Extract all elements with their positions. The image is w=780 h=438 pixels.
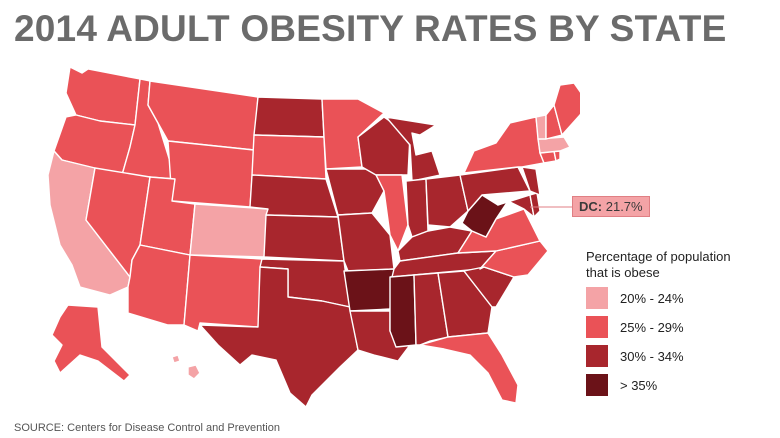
state-new-jersey[interactable] — [521, 166, 541, 196]
dc-value: 21.7% — [605, 199, 643, 214]
legend-item-20-24: 20% - 24% — [586, 287, 684, 309]
state-wyoming[interactable] — [167, 140, 255, 208]
legend-swatch — [586, 374, 608, 396]
dc-callout: DC: 21.7% — [572, 196, 650, 217]
map-title: 2014 ADULT OBESITY RATES BY STATE — [14, 8, 727, 49]
legend-title-line2: that is obese — [586, 265, 660, 280]
state-vermont[interactable] — [535, 114, 547, 140]
legend-item-35-plus: > 35% — [586, 374, 657, 396]
legend: Percentage of population that is obese 2… — [586, 249, 766, 396]
state-kansas[interactable] — [263, 214, 345, 262]
state-delaware[interactable] — [529, 192, 541, 218]
state-massachusetts[interactable] — [537, 136, 571, 154]
legend-swatch — [586, 316, 608, 338]
legend-label: 30% - 34% — [620, 348, 684, 364]
legend-label: 25% - 29% — [620, 319, 684, 335]
state-ohio[interactable] — [425, 174, 469, 228]
state-arizona[interactable] — [127, 244, 191, 326]
state-montana[interactable] — [147, 80, 259, 151]
state-new-york[interactable] — [463, 116, 545, 174]
legend-swatch — [586, 345, 608, 367]
state-maryland[interactable] — [497, 194, 535, 218]
state-indiana[interactable] — [405, 178, 429, 238]
us-obesity-map — [47, 66, 580, 408]
state-maine[interactable] — [553, 82, 580, 136]
state-colorado[interactable] — [189, 203, 269, 258]
state-alaska[interactable] — [51, 304, 131, 382]
legend-swatch — [586, 287, 608, 309]
state-wisconsin[interactable] — [357, 116, 411, 176]
dc-label: DC: — [579, 199, 603, 214]
legend-item-30-34: 30% - 34% — [586, 345, 684, 367]
state-south-dakota[interactable] — [251, 134, 327, 180]
state-mississippi[interactable] — [389, 274, 417, 348]
legend-label: > 35% — [620, 377, 658, 393]
legend-label: 20% - 24% — [620, 290, 684, 306]
state-florida[interactable] — [419, 332, 519, 404]
state-north-dakota[interactable] — [253, 96, 325, 138]
state-arkansas[interactable] — [343, 268, 395, 312]
state-michigan[interactable] — [385, 116, 441, 182]
state-hawaii[interactable] — [187, 364, 201, 380]
legend-title-line1: Percentage of population — [586, 249, 731, 264]
state-hawaii-small[interactable] — [171, 354, 181, 364]
state-georgia[interactable] — [437, 270, 493, 338]
state-new-mexico[interactable] — [183, 254, 263, 332]
state-missouri[interactable] — [337, 212, 395, 272]
state-texas[interactable] — [199, 266, 359, 408]
legend-item-25-29: 25% - 29% — [586, 316, 684, 338]
source-note: SOURCE: Centers for Disease Control and … — [14, 422, 280, 434]
